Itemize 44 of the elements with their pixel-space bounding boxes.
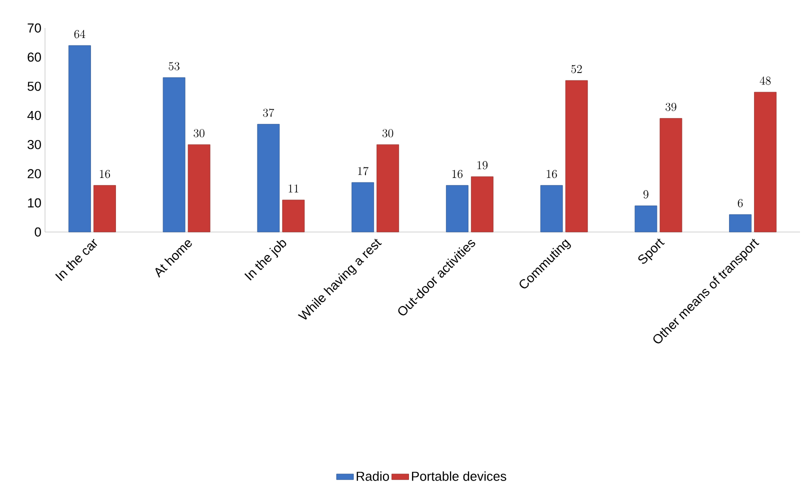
bar [754, 92, 777, 232]
data-label: 16 [546, 170, 557, 178]
bar [93, 185, 116, 232]
legend-label: Portable devices [412, 471, 506, 481]
bar [660, 118, 682, 232]
x-tick-label: In the job [244, 240, 286, 280]
bar [540, 185, 563, 232]
data-label: 16 [100, 170, 110, 178]
y-tick-label: 50 [28, 82, 41, 91]
bar [376, 144, 400, 232]
bar [634, 206, 658, 232]
data-label: 9 [643, 190, 648, 198]
bar [729, 214, 752, 232]
data-label: 17 [358, 166, 368, 176]
x-tick-label: In the car [55, 238, 98, 281]
data-label: 6 [738, 199, 743, 208]
data-label: 64 [74, 30, 86, 38]
data-label: 52 [571, 64, 582, 74]
y-tick-label: 0 [34, 227, 41, 237]
y-tick-label: 20 [28, 169, 41, 178]
data-label: 11 [288, 184, 298, 192]
bar [470, 176, 494, 232]
bar [565, 80, 588, 232]
data-label: 39 [666, 102, 676, 112]
legend-label: Radio [356, 471, 389, 481]
y-tick-label: 40 [27, 110, 41, 120]
y-tick-label: 60 [28, 52, 41, 62]
bar [282, 200, 305, 232]
bar [446, 185, 468, 232]
y-tick-label: 10 [28, 198, 41, 208]
data-label: 53 [168, 62, 180, 70]
data-label: 16 [452, 170, 463, 178]
bar [188, 144, 210, 232]
bar [68, 45, 91, 232]
data-label: 37 [263, 108, 274, 117]
y-tick-label: 30 [28, 140, 41, 150]
data-label: 48 [760, 76, 771, 85]
bar [352, 182, 374, 232]
y-tick-label: 70 [28, 23, 41, 33]
bar [162, 77, 186, 232]
bar [257, 124, 280, 232]
data-label: 19 [477, 161, 488, 170]
data-label: 30 [382, 129, 394, 138]
data-label: 30 [194, 129, 204, 138]
